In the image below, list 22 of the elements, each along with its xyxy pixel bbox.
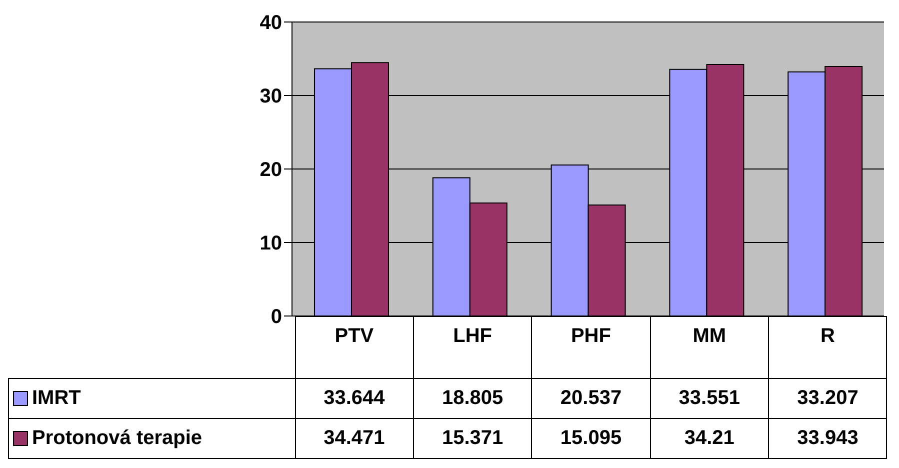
data-label: 33.551 <box>650 378 769 418</box>
x-tick-label: R <box>768 316 887 378</box>
x-tick-label: PTV <box>295 316 414 378</box>
legend-label: Protonová terapie <box>32 427 202 450</box>
y-tick-label: 20 <box>260 159 282 182</box>
legend-label: IMRT <box>32 387 81 410</box>
data-label: 33.207 <box>768 378 887 418</box>
data-label: 15.371 <box>413 418 532 458</box>
data-label: 18.805 <box>413 378 532 418</box>
y-tick-label: 40 <box>260 12 282 34</box>
data-label: 33.943 <box>768 418 887 458</box>
x-tick-label: MM <box>650 316 769 378</box>
data-label: 15.095 <box>532 418 650 458</box>
x-tick-label: LHF <box>413 316 532 378</box>
y-tick-label: 10 <box>260 232 282 255</box>
y-tick-label: 30 <box>260 86 282 108</box>
data-label: 34.21 <box>650 418 769 458</box>
data-label: 20.537 <box>532 378 650 418</box>
data-label: 34.471 <box>295 418 414 458</box>
data-label: 33.644 <box>295 378 414 418</box>
x-tick-label: PHF <box>532 316 650 378</box>
y-tick-label: 0 <box>270 306 282 328</box>
